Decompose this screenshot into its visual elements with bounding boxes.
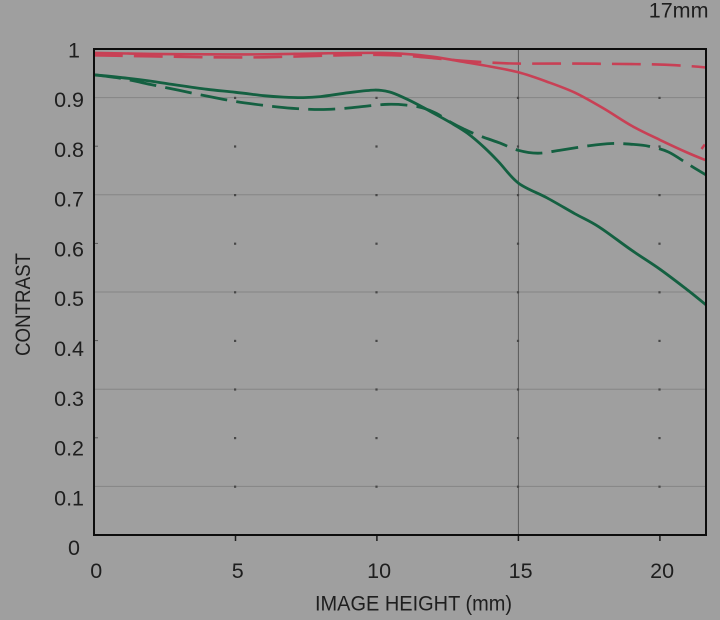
svg-text:0.6: 0.6 (54, 238, 84, 262)
svg-text:15: 15 (509, 559, 533, 583)
svg-text:0.1: 0.1 (54, 486, 84, 510)
svg-text:17mm: 17mm (649, 0, 709, 22)
svg-text:0.7: 0.7 (54, 188, 84, 212)
svg-text:20: 20 (650, 559, 674, 583)
svg-text:0: 0 (90, 559, 102, 583)
svg-text:0.3: 0.3 (54, 387, 84, 411)
svg-text:0.2: 0.2 (54, 437, 84, 461)
svg-text:10: 10 (367, 559, 391, 583)
svg-text:CONTRAST: CONTRAST (11, 253, 35, 356)
svg-text:0: 0 (68, 536, 80, 560)
svg-text:0.5: 0.5 (54, 287, 84, 311)
svg-text:5: 5 (232, 559, 244, 583)
svg-text:IMAGE HEIGHT (mm): IMAGE HEIGHT (mm) (315, 592, 512, 616)
svg-text:0.4: 0.4 (54, 337, 84, 361)
svg-text:1: 1 (68, 38, 80, 62)
svg-text:0.9: 0.9 (54, 88, 84, 112)
svg-text:0.8: 0.8 (54, 138, 84, 162)
